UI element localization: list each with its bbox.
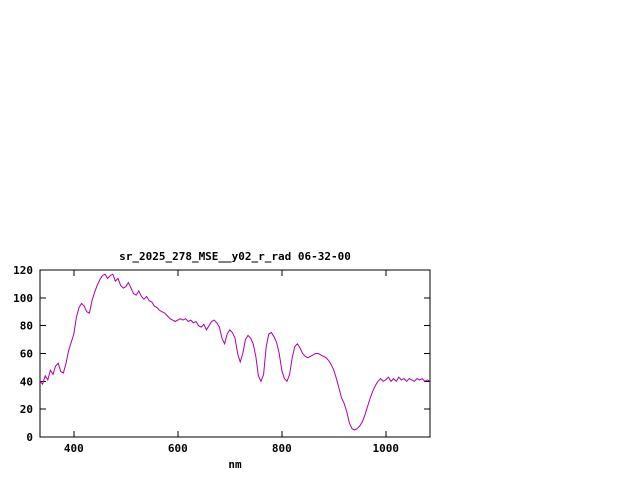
y-tick-label: 0 <box>26 431 33 444</box>
x-tick-label: 800 <box>272 442 292 455</box>
plot-border <box>39 269 431 438</box>
y-tick-label: 100 <box>13 292 33 305</box>
y-tick-label: 60 <box>20 348 33 361</box>
y-tick-label: 120 <box>13 264 33 277</box>
spectrum-curve <box>39 273 431 431</box>
x-tick-label: 1000 <box>373 442 400 455</box>
x-tick-label: 400 <box>64 442 84 455</box>
y-tick-label: 20 <box>20 403 33 416</box>
x-tick-label: 600 <box>168 442 188 455</box>
y-tick-label: 40 <box>20 375 33 388</box>
y-tick-label: 80 <box>20 320 33 333</box>
chart-title: sr_2025_278_MSE__y02_r_rad 06-32-00 <box>119 250 351 263</box>
x-axis-label: nm <box>228 458 242 471</box>
